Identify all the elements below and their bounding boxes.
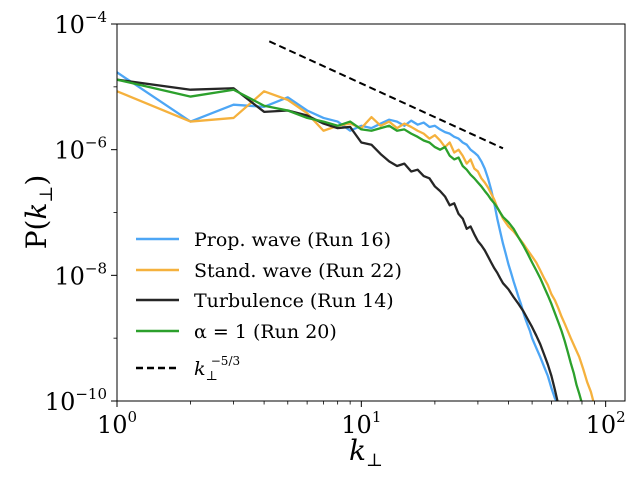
- y-tick-exp-2: −8: [85, 259, 107, 277]
- y-tick-label-3: 10−10: [45, 385, 107, 416]
- y-tick-base-3: 10: [45, 388, 76, 416]
- series-line-slope-guide: [268, 40, 504, 150]
- series-line-prop-wave: [117, 71, 558, 401]
- x-axis-label-k: k: [349, 434, 366, 467]
- y-axis-label-prefix: P(: [20, 220, 53, 250]
- y-tick-exp-3: −10: [75, 385, 107, 403]
- x-tick-exp-2: 2: [616, 408, 626, 426]
- series-layer: [117, 40, 595, 401]
- legend-label-turbulence: Turbulence (Run 14): [194, 290, 394, 312]
- series-line-stand-wave: [117, 90, 595, 401]
- y-tick-exp-1: −6: [85, 134, 107, 152]
- legend-slope-sup: −5/3: [211, 354, 240, 368]
- legend-slope-k: k: [194, 358, 206, 380]
- y-tick-base-0: 10: [54, 11, 85, 39]
- y-tick-exp-0: −4: [85, 8, 107, 26]
- x-tick-label-0: 100: [97, 408, 137, 439]
- legend: Prop. wave (Run 16) Stand. wave (Run 22)…: [136, 229, 402, 384]
- x-tick-label-2: 102: [586, 408, 626, 439]
- x-tick-base-1: 10: [341, 411, 372, 439]
- y-tick-label-0: 10−4: [54, 8, 107, 39]
- x-tick-label-1: 101: [341, 408, 381, 439]
- x-tick-exp-1: 1: [372, 408, 382, 426]
- y-axis-label-suffix: ): [20, 175, 53, 186]
- legend-label-slope: k⊥−5/3: [194, 354, 240, 384]
- y-tick-base-2: 10: [54, 262, 85, 290]
- y-axis-label-k: k: [20, 203, 53, 220]
- series-line-alpha-1: [117, 78, 583, 401]
- legend-label-prop-wave: Prop. wave (Run 16): [194, 229, 391, 251]
- legend-label-alpha: α = 1 (Run 20): [194, 321, 337, 343]
- y-tick-label-2: 10−8: [54, 259, 107, 290]
- legend-label-stand-wave: Stand. wave (Run 22): [194, 260, 402, 282]
- x-axis-label-sub: ⊥: [366, 450, 383, 471]
- series-line-turbulence: [117, 78, 559, 401]
- x-axis-label: k⊥: [349, 434, 383, 471]
- y-tick-base-1: 10: [54, 137, 85, 165]
- plot-frame: [116, 23, 626, 402]
- x-tick-exp-0: 0: [128, 408, 138, 426]
- y-tick-label-1: 10−6: [54, 134, 107, 165]
- y-axis-label-sub: ⊥: [36, 186, 57, 203]
- x-tick-base-0: 10: [97, 411, 128, 439]
- legend-slope-sub: ⊥: [206, 369, 218, 384]
- y-axis-label: P(k⊥): [20, 175, 57, 250]
- x-tick-base-2: 10: [586, 411, 617, 439]
